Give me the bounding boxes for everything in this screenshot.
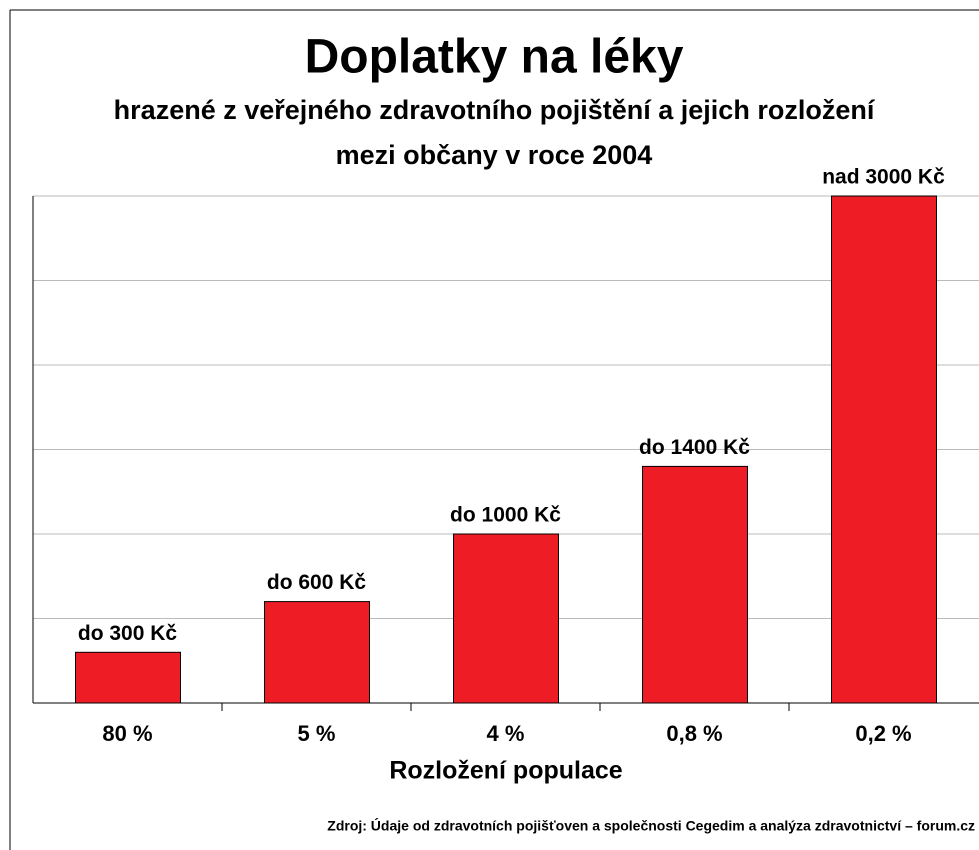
- bar: [831, 195, 937, 704]
- x-tick-label: 5 %: [298, 721, 336, 746]
- x-tick-label: 4 %: [487, 721, 525, 746]
- x-tick-label: 80 %: [102, 721, 152, 746]
- data-label: do 1000 Kč: [450, 504, 561, 527]
- bar: [75, 651, 181, 704]
- x-axis-label: Rozložení populace: [389, 757, 622, 785]
- data-label: do 600 Kč: [267, 571, 367, 594]
- x-tick-label: 0,2 %: [855, 721, 911, 746]
- chart-subtitle: mezi občany v roce 2004: [336, 140, 653, 170]
- chart-title: Doplatky na léky: [305, 31, 684, 84]
- bar: [264, 601, 370, 704]
- bar: [642, 465, 748, 704]
- source-note: Zdroj: Údaje od zdravotních pojišťoven a…: [327, 817, 975, 834]
- data-label: nad 3000 Kč: [822, 166, 945, 189]
- chart-subtitle: hrazené z veřejného zdravotního pojištěn…: [114, 95, 876, 125]
- data-label: do 1400 Kč: [639, 436, 750, 459]
- x-tick-label: 0,8 %: [666, 721, 722, 746]
- data-label: do 300 Kč: [78, 622, 178, 645]
- bar: [453, 533, 559, 704]
